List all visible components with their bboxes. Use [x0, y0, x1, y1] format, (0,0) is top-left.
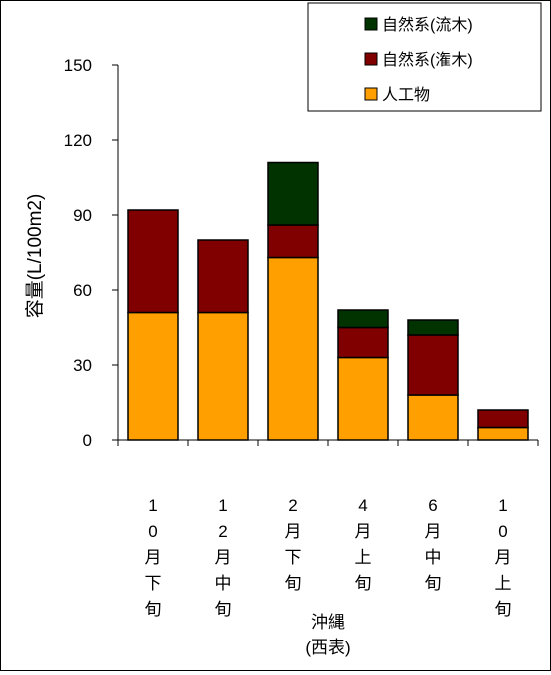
legend: 自然系(流木) 自然系(潅木) 人工物 [307, 2, 542, 112]
y-tick-label: 30 [73, 356, 92, 375]
legend-label: 自然系(流木) [382, 16, 473, 34]
bar-segment [477, 409, 529, 429]
bar-segment [337, 309, 389, 329]
x-category-label: 2 月下旬 [285, 496, 302, 593]
legend-label: 人工物 [382, 86, 430, 104]
bar-segment [197, 239, 249, 314]
bar-segment [407, 334, 459, 396]
legend-box [307, 2, 542, 112]
x-category-label: 6 月中旬 [425, 496, 442, 593]
legend-label: 自然系(潅木) [382, 51, 473, 69]
bar-segment [407, 319, 459, 336]
y-tick-label: 90 [73, 206, 92, 225]
plot-area: 0 30 60 90 120 150 1 0 月下旬 1 2 月中旬 2 月下旬 4 月上旬 6 月中旬 1 0 月上旬 [64, 56, 539, 619]
x-category-label: 1 0 月上旬 [495, 496, 512, 619]
y-tick-label: 120 [64, 131, 92, 150]
group-label-line2: (西表) [305, 638, 350, 657]
bar-segment [267, 224, 319, 259]
bar-segment [337, 326, 389, 359]
legend-swatch [364, 52, 378, 66]
y-tick-label: 60 [73, 281, 92, 300]
y-axis-label: 容量(L/100m2) [24, 194, 46, 319]
bar-segment [407, 394, 459, 441]
group-label-line1: 沖縄 [311, 613, 345, 632]
legend-swatch [364, 17, 378, 31]
bar-segment [127, 209, 179, 314]
x-category-label: 1 2 月中旬 [215, 496, 232, 619]
x-axis-group-label: 沖縄 (西表) [305, 613, 350, 657]
bar-segment [267, 256, 319, 441]
x-category-label: 1 0 月下旬 [145, 496, 162, 619]
bar-segment [477, 426, 529, 441]
y-tick-label: 150 [64, 56, 92, 75]
bar-segment [267, 161, 319, 226]
bar-segment [197, 311, 249, 441]
bar-segment [127, 311, 179, 441]
bar-segment [337, 356, 389, 441]
x-category-label: 4 月上旬 [355, 496, 372, 593]
legend-swatch [364, 87, 378, 101]
y-tick-label: 0 [83, 431, 92, 450]
